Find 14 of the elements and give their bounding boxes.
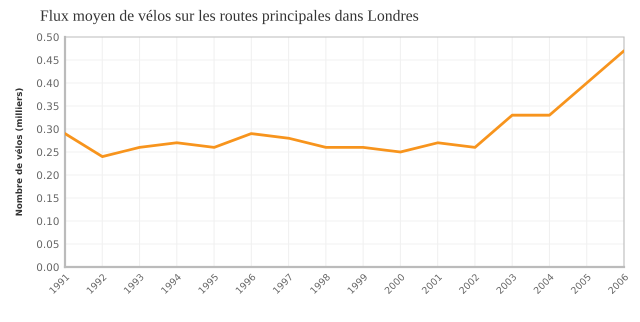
chart-title: Flux moyen de vélos sur les routes principales dans Londres [40, 10, 418, 24]
y-tick-label: 0.35 [36, 102, 59, 110]
y-tick-label: 0.45 [36, 56, 59, 64]
y-tick-label: 0.05 [36, 240, 59, 248]
y-tick-label: 0.50 [36, 33, 59, 42]
y-tick-label: 0.20 [36, 171, 59, 180]
y-axis-title: Nombre de vélos (milliers) [15, 88, 24, 216]
y-tick-label: 0.15 [36, 194, 59, 202]
y-tick-label: 0.10 [36, 217, 59, 226]
y-tick-label: 0.00 [36, 263, 59, 272]
y-tick-label: 0.40 [36, 79, 59, 88]
line-series [65, 49, 624, 158]
y-tick-label: 0.30 [36, 125, 59, 134]
y-tick-label: 0.25 [36, 148, 59, 156]
